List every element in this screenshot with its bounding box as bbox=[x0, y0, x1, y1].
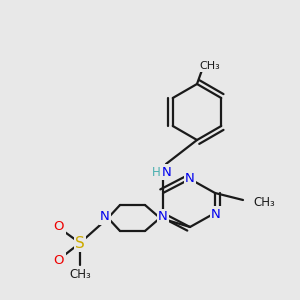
Text: O: O bbox=[54, 254, 64, 266]
Text: N: N bbox=[100, 211, 110, 224]
Text: CH₃: CH₃ bbox=[253, 196, 275, 208]
Text: N: N bbox=[162, 166, 172, 178]
Text: CH₃: CH₃ bbox=[69, 268, 91, 281]
Text: CH₃: CH₃ bbox=[200, 61, 220, 71]
Text: O: O bbox=[54, 220, 64, 233]
Text: N: N bbox=[158, 211, 168, 224]
Text: S: S bbox=[75, 236, 85, 250]
Text: N: N bbox=[211, 208, 221, 220]
Text: N: N bbox=[185, 172, 195, 184]
Text: H: H bbox=[152, 166, 160, 178]
